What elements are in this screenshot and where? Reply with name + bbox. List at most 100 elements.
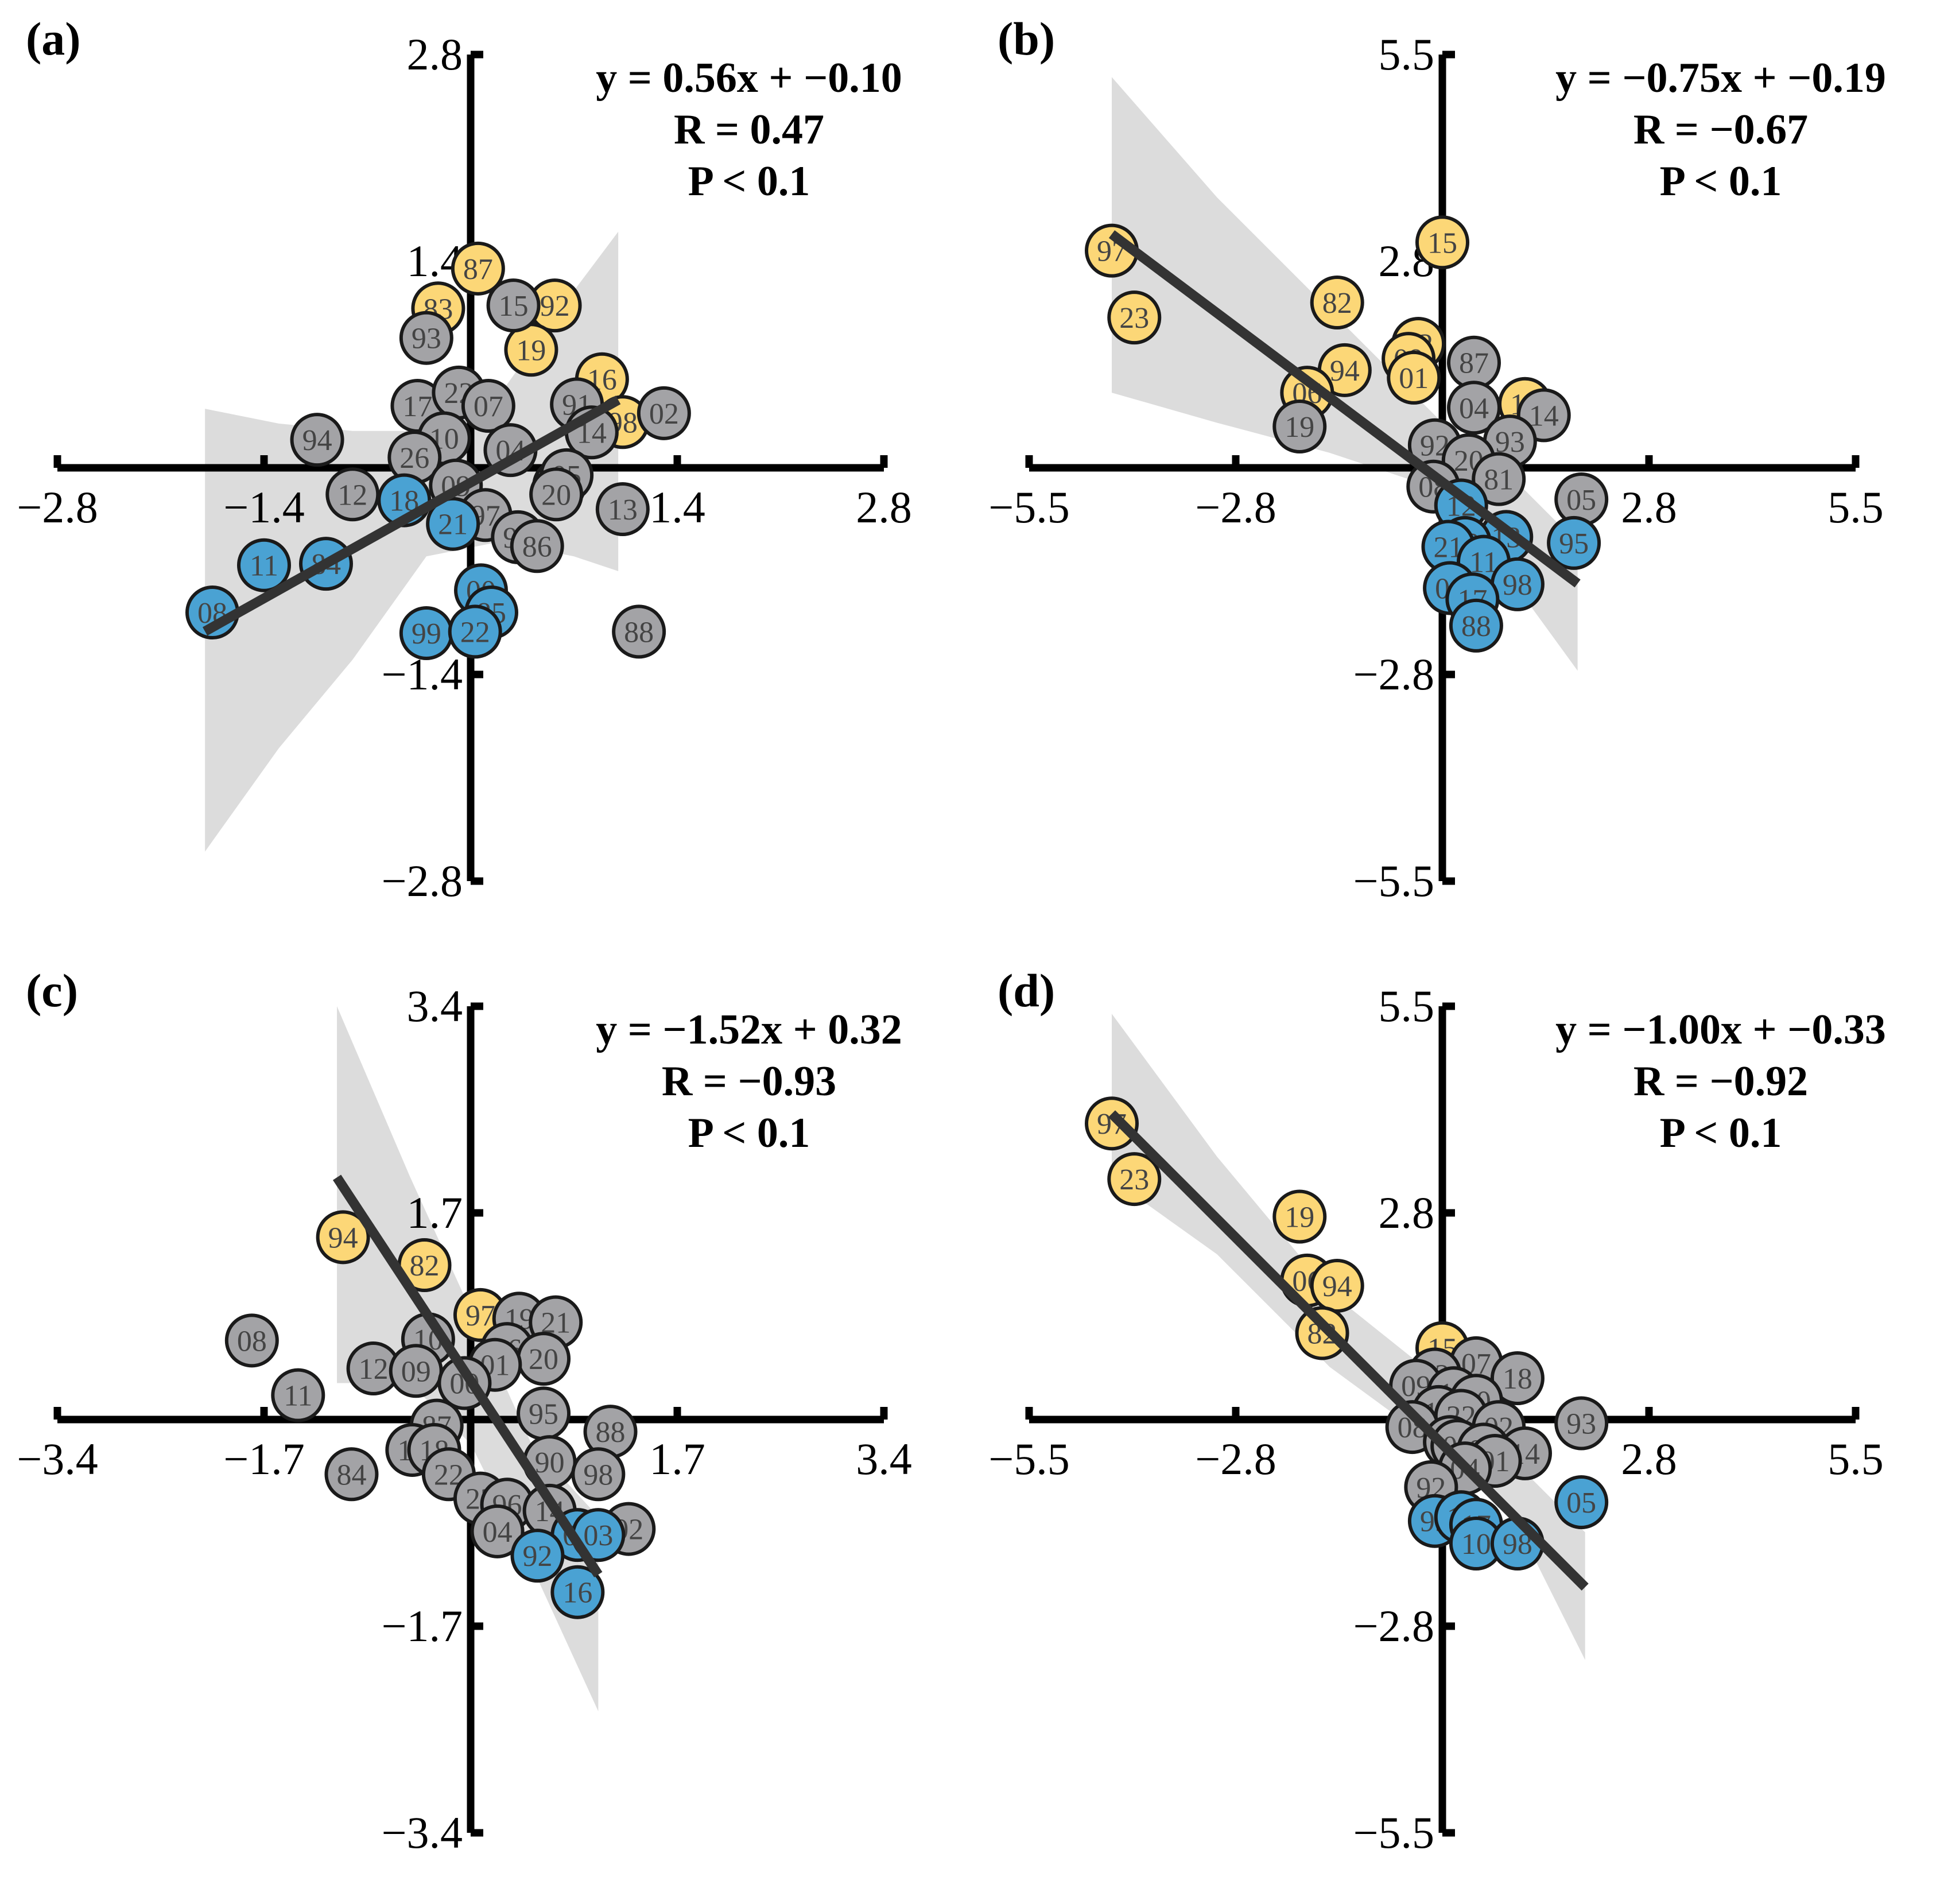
- point-label: 88: [1461, 610, 1491, 643]
- data-point: 11: [237, 538, 291, 592]
- data-point: 82: [397, 1238, 452, 1293]
- point-marker: [325, 467, 380, 522]
- data-point: 92: [510, 1529, 565, 1583]
- point-marker: [571, 1447, 626, 1502]
- data-point: 82: [1295, 1306, 1349, 1360]
- point-label: 98: [583, 1459, 613, 1491]
- x-tick-label: 2.8: [1621, 1434, 1677, 1484]
- scatter-chart-d: −5.5 −2.8 2.8 5.5 5.5 2.8 −2.8 −5.5 (d) y = −1.00…: [988, 964, 1886, 1858]
- x-tick-label: −3.4: [17, 1434, 98, 1484]
- data-point: 19: [1272, 400, 1327, 453]
- point-marker: [550, 1565, 605, 1619]
- data-point: 21: [426, 497, 480, 551]
- y-tick-label: 2.8: [1379, 1188, 1435, 1238]
- point-label: 26: [399, 442, 429, 475]
- data-point: 18: [1490, 1351, 1545, 1405]
- scatter-chart-c: −3.4 −1.7 1.7 3.4 3.4 1.7 −1.7 −3.4 (c) y = −1.52…: [17, 964, 912, 1858]
- point-marker: [399, 311, 453, 365]
- point-marker: [1085, 1096, 1139, 1151]
- point-marker: [1547, 515, 1601, 570]
- point-label: 11: [284, 1380, 312, 1413]
- point-label: 88: [624, 616, 654, 649]
- regression-line: [202, 395, 621, 636]
- data-point: 94: [1310, 1258, 1364, 1313]
- x-tick-label: −1.4: [223, 482, 305, 532]
- y-tick-label: −5.5: [1353, 856, 1435, 906]
- point-label: 07: [474, 390, 503, 423]
- data-point: 99: [399, 606, 453, 660]
- regression-annotation: R = 0.47: [674, 106, 824, 153]
- point-marker: [1272, 400, 1327, 453]
- data-point: 13: [595, 482, 650, 536]
- data-point: 87: [1446, 335, 1501, 390]
- point-label: 84: [336, 1459, 366, 1491]
- point-marker: [316, 1210, 370, 1265]
- point-label: 12: [337, 479, 367, 511]
- data-point: 15: [486, 278, 541, 333]
- point-label: 88: [596, 1416, 626, 1449]
- point-label: 05: [1566, 1487, 1596, 1519]
- data-point: 88: [1449, 598, 1503, 653]
- point-label: 97: [465, 1300, 495, 1332]
- data-point: 01: [1387, 350, 1441, 405]
- x-tick-label: −2.8: [17, 482, 98, 532]
- y-tick-label: 3.4: [407, 981, 463, 1031]
- point-marker: [290, 413, 344, 467]
- panel-c: −3.4 −1.7 1.7 3.4 3.4 1.7 −1.7 −3.4 (c) y = −1.52…: [0, 952, 972, 1903]
- point-marker: [486, 278, 541, 333]
- point-label: 16: [562, 1577, 592, 1610]
- data-point: 04: [470, 1504, 525, 1558]
- point-label: 02: [649, 398, 679, 431]
- point-marker: [510, 519, 564, 573]
- point-label: 93: [1566, 1408, 1596, 1441]
- point-label: 92: [540, 290, 570, 323]
- point-label: 11: [250, 550, 278, 583]
- data-point: 82: [1310, 276, 1364, 329]
- point-label: 20: [541, 479, 571, 511]
- x-tick-label: −5.5: [988, 482, 1070, 532]
- data-point: 02: [637, 386, 691, 440]
- regression-annotation: y = −1.52x + 0.32: [596, 1006, 902, 1053]
- point-label: 87: [1459, 347, 1489, 380]
- regression-annotation: P < 0.1: [1660, 158, 1782, 205]
- point-label: 04: [1459, 392, 1489, 425]
- point-label: 92: [522, 1540, 552, 1573]
- point-label: 23: [1119, 302, 1149, 335]
- point-marker: [510, 1529, 565, 1583]
- regression-annotation: P < 0.1: [1660, 1110, 1782, 1157]
- regression-line: [1108, 1110, 1589, 1591]
- point-marker: [595, 482, 650, 536]
- point-marker: [1295, 1306, 1349, 1360]
- data-point: 23: [1107, 290, 1162, 345]
- point-marker: [448, 604, 502, 659]
- point-label: 94: [1322, 1270, 1352, 1303]
- point-label: 23: [1119, 1164, 1149, 1196]
- data-point: 93: [1554, 1396, 1609, 1451]
- data-point: 93: [399, 311, 453, 365]
- point-label: 05: [1566, 484, 1596, 517]
- x-tick-label: −5.5: [988, 1434, 1070, 1484]
- data-point: 92: [527, 278, 582, 333]
- data-point: 87: [451, 241, 505, 296]
- point-marker: [1310, 276, 1364, 329]
- y-tick-label: −2.8: [382, 856, 463, 906]
- point-label: 94: [1330, 355, 1360, 387]
- regression-line: [332, 1174, 603, 1577]
- point-marker: [1415, 215, 1469, 270]
- panel-label: (c): [26, 964, 78, 1017]
- point-marker: [1107, 1152, 1162, 1207]
- point-label: 22: [460, 616, 490, 649]
- regression-line: [1108, 230, 1581, 588]
- x-tick-label: 3.4: [856, 1434, 912, 1484]
- regression-annotation: y = −1.00x + −0.33: [1555, 1006, 1886, 1053]
- point-marker: [1272, 1189, 1327, 1244]
- data-point: 19: [504, 323, 558, 377]
- point-marker: [1554, 1396, 1609, 1451]
- regression-annotation: P < 0.1: [688, 1110, 810, 1157]
- data-point: 97: [1085, 1096, 1139, 1151]
- point-marker: [1446, 381, 1501, 435]
- point-label: 82: [410, 1250, 440, 1282]
- point-label: 95: [529, 1398, 558, 1430]
- x-tick-label: 1.7: [649, 1434, 705, 1484]
